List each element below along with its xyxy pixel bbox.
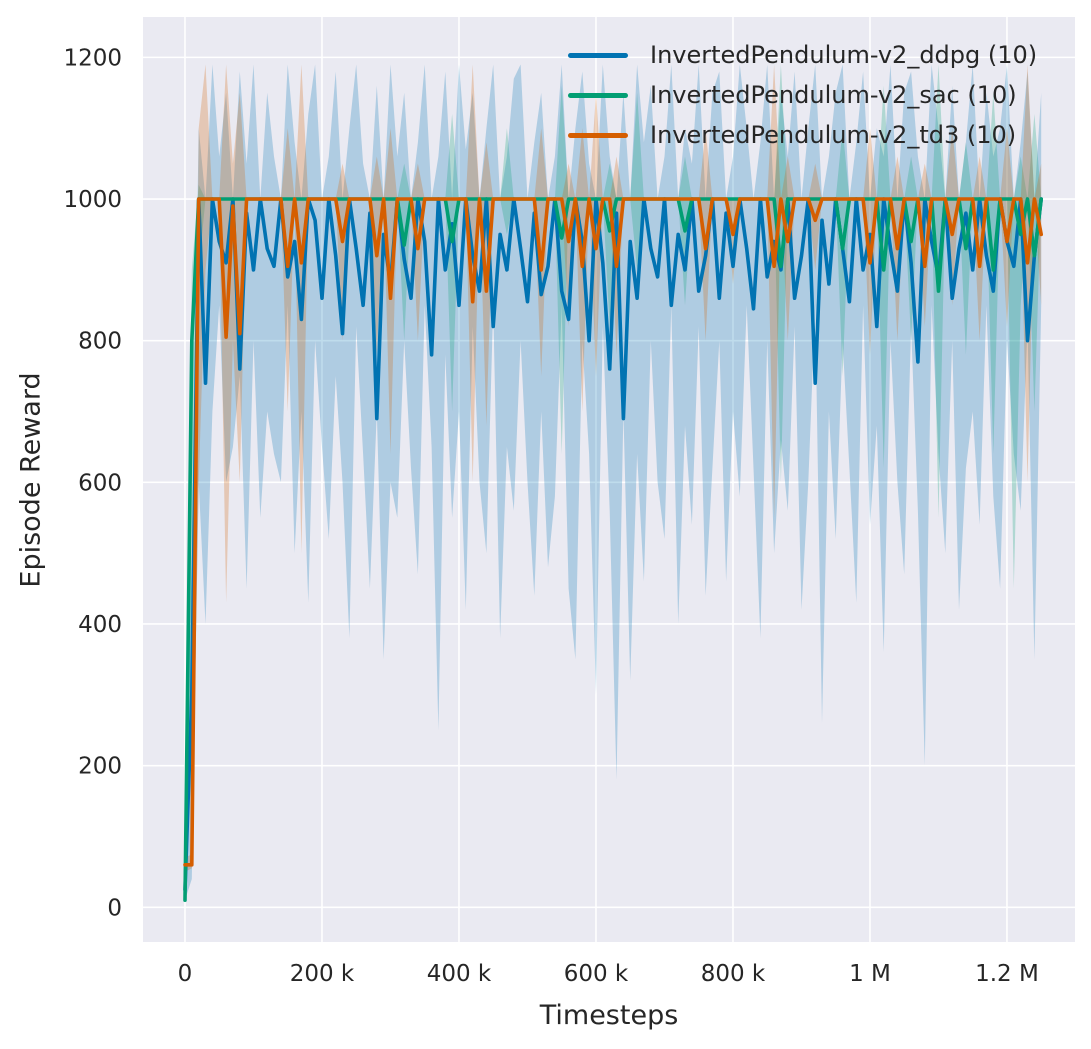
y-axis-label: Episode Reward — [15, 372, 47, 588]
legend-line-swatch-td3 — [568, 132, 628, 138]
mean-line-2 — [183, 197, 1043, 867]
x-tick-label: 0 — [178, 961, 193, 987]
y-tick-label: 0 — [107, 895, 122, 921]
y-tick-label: 1200 — [63, 45, 122, 71]
x-tick-label: 600 k — [564, 961, 629, 987]
legend-label: InvertedPendulum-v2_td3 (10) — [650, 121, 1017, 149]
series-layer — [183, 64, 1043, 904]
y-tick-label: 200 — [78, 754, 122, 780]
legend-line-swatch-ddpg — [568, 52, 628, 58]
x-tick-label: 200 k — [290, 961, 355, 987]
x-tick-label: 400 k — [427, 961, 492, 987]
legend: InvertedPendulum-v2_ddpg (10) InvertedPe… — [568, 35, 1037, 155]
y-tick-label: 600 — [78, 470, 122, 496]
x-tick-label: 800 k — [701, 961, 766, 987]
plot-area — [143, 17, 1075, 942]
y-tick-label: 1000 — [63, 187, 122, 213]
legend-label: InvertedPendulum-v2_sac (10) — [650, 81, 1017, 109]
legend-line-swatch-sac — [568, 92, 628, 98]
x-tick-label: 1.2 M — [975, 961, 1039, 987]
y-tick-label: 400 — [78, 612, 122, 638]
legend-item: InvertedPendulum-v2_td3 (10) — [568, 115, 1037, 155]
mean-line-0 — [183, 197, 1043, 892]
x-tick-label: 1 M — [849, 961, 891, 987]
y-tick-label: 800 — [78, 329, 122, 355]
legend-item: InvertedPendulum-v2_sac (10) — [568, 75, 1037, 115]
legend-label: InvertedPendulum-v2_ddpg (10) — [650, 41, 1038, 69]
x-axis-label: Timesteps — [539, 1000, 679, 1031]
legend-item: InvertedPendulum-v2_ddpg (10) — [568, 35, 1037, 75]
